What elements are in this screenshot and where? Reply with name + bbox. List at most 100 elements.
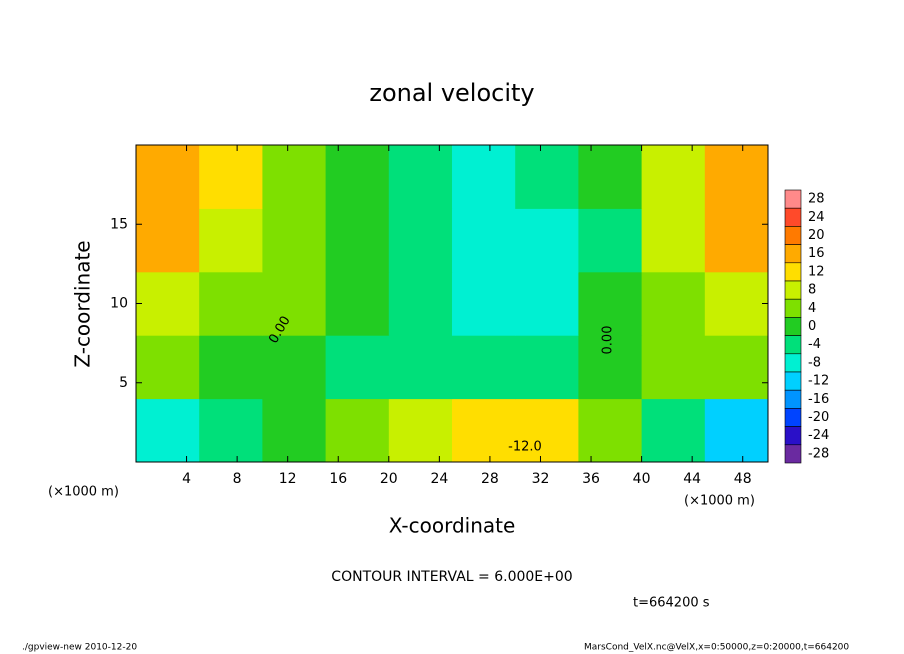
colorbar-box	[784, 189, 802, 209]
field-cell	[704, 145, 769, 209]
colorbar-label: -28	[808, 446, 829, 461]
field-cell	[325, 271, 390, 336]
field-cell	[704, 271, 769, 336]
colorbar-label: -4	[808, 337, 821, 352]
colorbar-label: 16	[808, 246, 825, 261]
field-cell	[388, 271, 453, 336]
colorbar-box	[784, 353, 802, 373]
field-cell	[704, 335, 769, 400]
field-cell	[515, 271, 579, 336]
x-tick-label: 20	[380, 471, 398, 487]
field-cell	[641, 335, 706, 400]
x-tick-label: 12	[279, 471, 297, 487]
colorbar-box	[784, 371, 802, 391]
field-cell	[199, 398, 263, 463]
colorbar-box	[784, 389, 802, 409]
x-tick-label: 24	[430, 471, 448, 487]
field-cell	[641, 208, 706, 273]
y-axis-label: Z-coordinate	[71, 240, 95, 367]
colorbar-box	[784, 335, 802, 355]
contour-label: -12.0	[508, 440, 542, 455]
x-tick-label: 8	[233, 471, 242, 487]
colorbar-box	[784, 426, 802, 446]
x-axis-label: X-coordinate	[389, 514, 516, 538]
field-cell	[388, 145, 453, 209]
field-cell	[262, 271, 327, 336]
colorbar-label: 8	[808, 283, 816, 298]
field-cell	[641, 145, 706, 209]
colorbar-box	[784, 298, 802, 318]
field-cell	[325, 208, 390, 273]
footer-left: ./gpview-new 2010-12-20	[22, 643, 137, 653]
colorbar-box	[784, 226, 802, 245]
colorbar-box	[784, 244, 802, 264]
field-cell	[325, 145, 390, 209]
x-tick-label: 48	[734, 471, 752, 487]
colorbar-label: -8	[808, 355, 821, 370]
x-unit: (×1000 m)	[684, 494, 755, 509]
field-cell	[136, 271, 200, 336]
field-cell	[452, 271, 516, 336]
colorbar-box	[784, 262, 802, 282]
colorbar-label: -24	[808, 428, 829, 443]
field-cell	[578, 398, 643, 463]
x-tick-label: 32	[532, 471, 550, 487]
field-cell	[452, 335, 516, 400]
field-cell	[262, 208, 327, 273]
field-cell	[515, 208, 579, 273]
field-cell	[388, 335, 453, 400]
colorbar-label: 12	[808, 264, 825, 279]
colorbar-label: -12	[808, 374, 829, 389]
colorbar-label: 4	[808, 301, 816, 316]
colorbar-label: 20	[808, 228, 825, 243]
field-cell	[452, 145, 516, 209]
x-tick-label: 36	[582, 471, 600, 487]
colorbar-label: 0	[808, 319, 816, 334]
x-tick-label: 28	[481, 471, 499, 487]
contour-interval: CONTOUR INTERVAL = 6.000E+00	[331, 569, 572, 585]
field-cell	[136, 335, 200, 400]
field-cell	[199, 208, 263, 273]
y-tick-label: 10	[110, 296, 128, 312]
colorbar-box	[784, 444, 802, 464]
x-tick-label: 40	[633, 471, 651, 487]
field-cell	[199, 145, 263, 209]
colorbar-label: 24	[808, 210, 825, 225]
field-cell	[325, 398, 390, 463]
contour-label: 0.00	[601, 326, 616, 355]
field-cell	[641, 398, 706, 463]
field-cell	[515, 398, 579, 463]
y-tick-label: 15	[110, 216, 128, 232]
field-cell	[199, 335, 263, 400]
field-cell	[452, 208, 516, 273]
field-cell	[704, 208, 769, 273]
x-tick-label: 16	[329, 471, 347, 487]
field-cell	[641, 271, 706, 336]
colorbar-box	[784, 280, 802, 300]
field-cell	[388, 208, 453, 273]
field-cell	[136, 145, 200, 209]
field-cell	[262, 145, 327, 209]
colorbar-label: -16	[808, 392, 829, 407]
time-label: t=664200 s	[633, 596, 710, 611]
field-cell	[136, 208, 200, 273]
colorbar-label: -20	[808, 410, 829, 425]
colorbar-box	[784, 207, 802, 227]
field-cell	[704, 398, 769, 463]
field-cell	[388, 398, 453, 463]
y-unit: (×1000 m)	[48, 485, 119, 500]
chart-title: zonal velocity	[369, 79, 534, 107]
field-cell	[515, 145, 579, 209]
field-cell	[515, 335, 579, 400]
colorbar-box	[784, 317, 802, 336]
x-tick-label: 44	[683, 471, 701, 487]
footer-right: MarsCond_VelX.nc@VelX,x=0:50000,z=0:2000…	[584, 643, 849, 653]
field-cell	[325, 335, 390, 400]
field-cell	[262, 398, 327, 463]
field-cell	[452, 398, 516, 463]
y-tick-label: 5	[119, 375, 128, 391]
field-cell	[136, 398, 200, 463]
x-tick-label: 4	[182, 471, 191, 487]
field-cell	[262, 335, 327, 400]
